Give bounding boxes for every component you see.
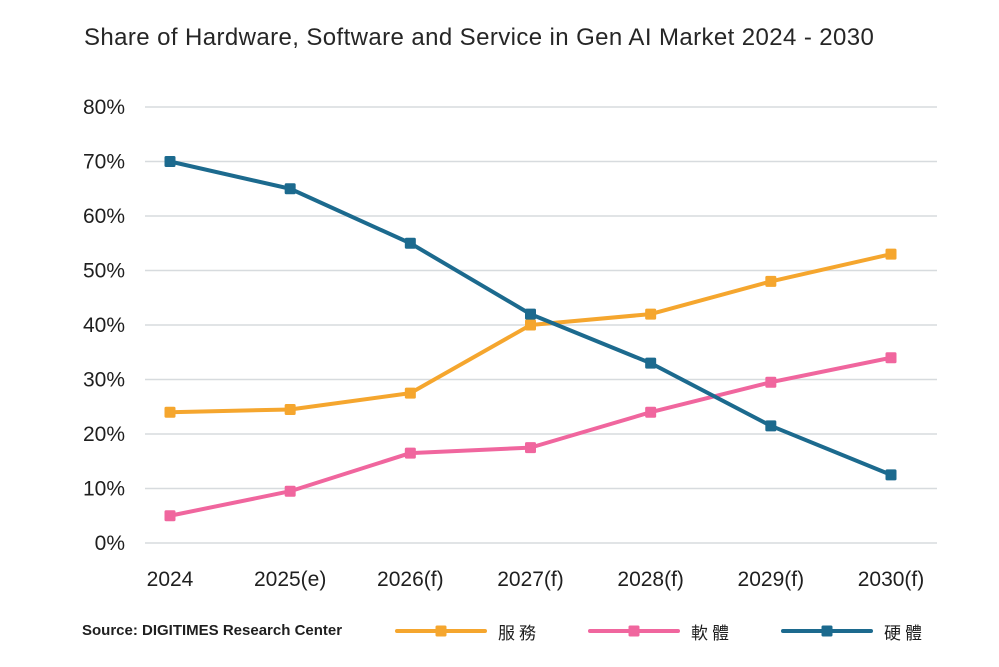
x-axis-label: 2030(f) (858, 568, 925, 591)
y-tick-label: 40% (83, 314, 125, 337)
y-tick-label: 10% (83, 478, 125, 501)
data-point-marker (765, 420, 777, 432)
y-tick-label: 20% (83, 423, 125, 446)
data-point-marker (164, 510, 176, 522)
data-point-marker (404, 447, 416, 459)
data-point-marker (284, 485, 296, 497)
legend-label-service: 服務 (498, 623, 540, 643)
data-point-marker (765, 275, 777, 287)
data-point-marker (284, 403, 296, 415)
y-tick-label: 0% (95, 532, 125, 555)
legend-label-software: 軟體 (691, 623, 733, 643)
software-square-marker-icon (628, 625, 640, 637)
x-axis-label: 2024 (147, 568, 194, 591)
data-point-marker (765, 376, 777, 388)
data-point-marker (645, 357, 657, 369)
data-point-marker (885, 248, 897, 260)
software-line-swatch (588, 625, 680, 637)
data-point-marker (645, 406, 657, 418)
hardware-line-swatch (781, 625, 873, 637)
legend-label-hardware: 硬體 (884, 623, 926, 643)
y-tick-label: 60% (83, 205, 125, 228)
source-text: Source: DIGITIMES Research Center (82, 622, 343, 639)
service-line-swatch (395, 625, 487, 637)
data-point-marker (164, 156, 176, 167)
data-point-marker (284, 183, 296, 195)
series-line (168, 252, 893, 415)
data-point-marker (164, 406, 176, 418)
x-axis-label: 2026(f) (377, 568, 444, 591)
x-axis-label: 2025(e) (254, 568, 326, 591)
legend-item-software: 軟體 (588, 619, 733, 644)
x-axis-label: 2027(f) (497, 568, 564, 591)
data-point-marker (645, 308, 657, 320)
data-point-marker (404, 387, 416, 399)
data-point-marker (525, 319, 536, 331)
data-point-marker (885, 469, 897, 481)
hardware-square-marker-icon (821, 625, 833, 637)
legend-item-service: 服務 (395, 619, 540, 644)
data-point-marker (525, 442, 536, 454)
x-axis-label: 2029(f) (738, 568, 805, 591)
service-square-marker-icon (435, 625, 447, 637)
y-tick-label: 30% (83, 369, 125, 392)
series-line (168, 355, 893, 518)
data-point-marker (885, 352, 897, 364)
y-tick-label: 80% (83, 96, 125, 119)
y-tick-label: 50% (83, 260, 125, 283)
data-point-marker (525, 308, 536, 320)
legend-item-hardware: 硬體 (781, 619, 926, 644)
data-point-marker (404, 237, 416, 249)
x-axis-label: 2028(f) (617, 568, 684, 591)
y-tick-label: 70% (83, 151, 125, 174)
chart-title: Share of Hardware, Software and Service … (84, 24, 875, 51)
chart-legend: 服務 軟體 硬體 (395, 622, 926, 643)
